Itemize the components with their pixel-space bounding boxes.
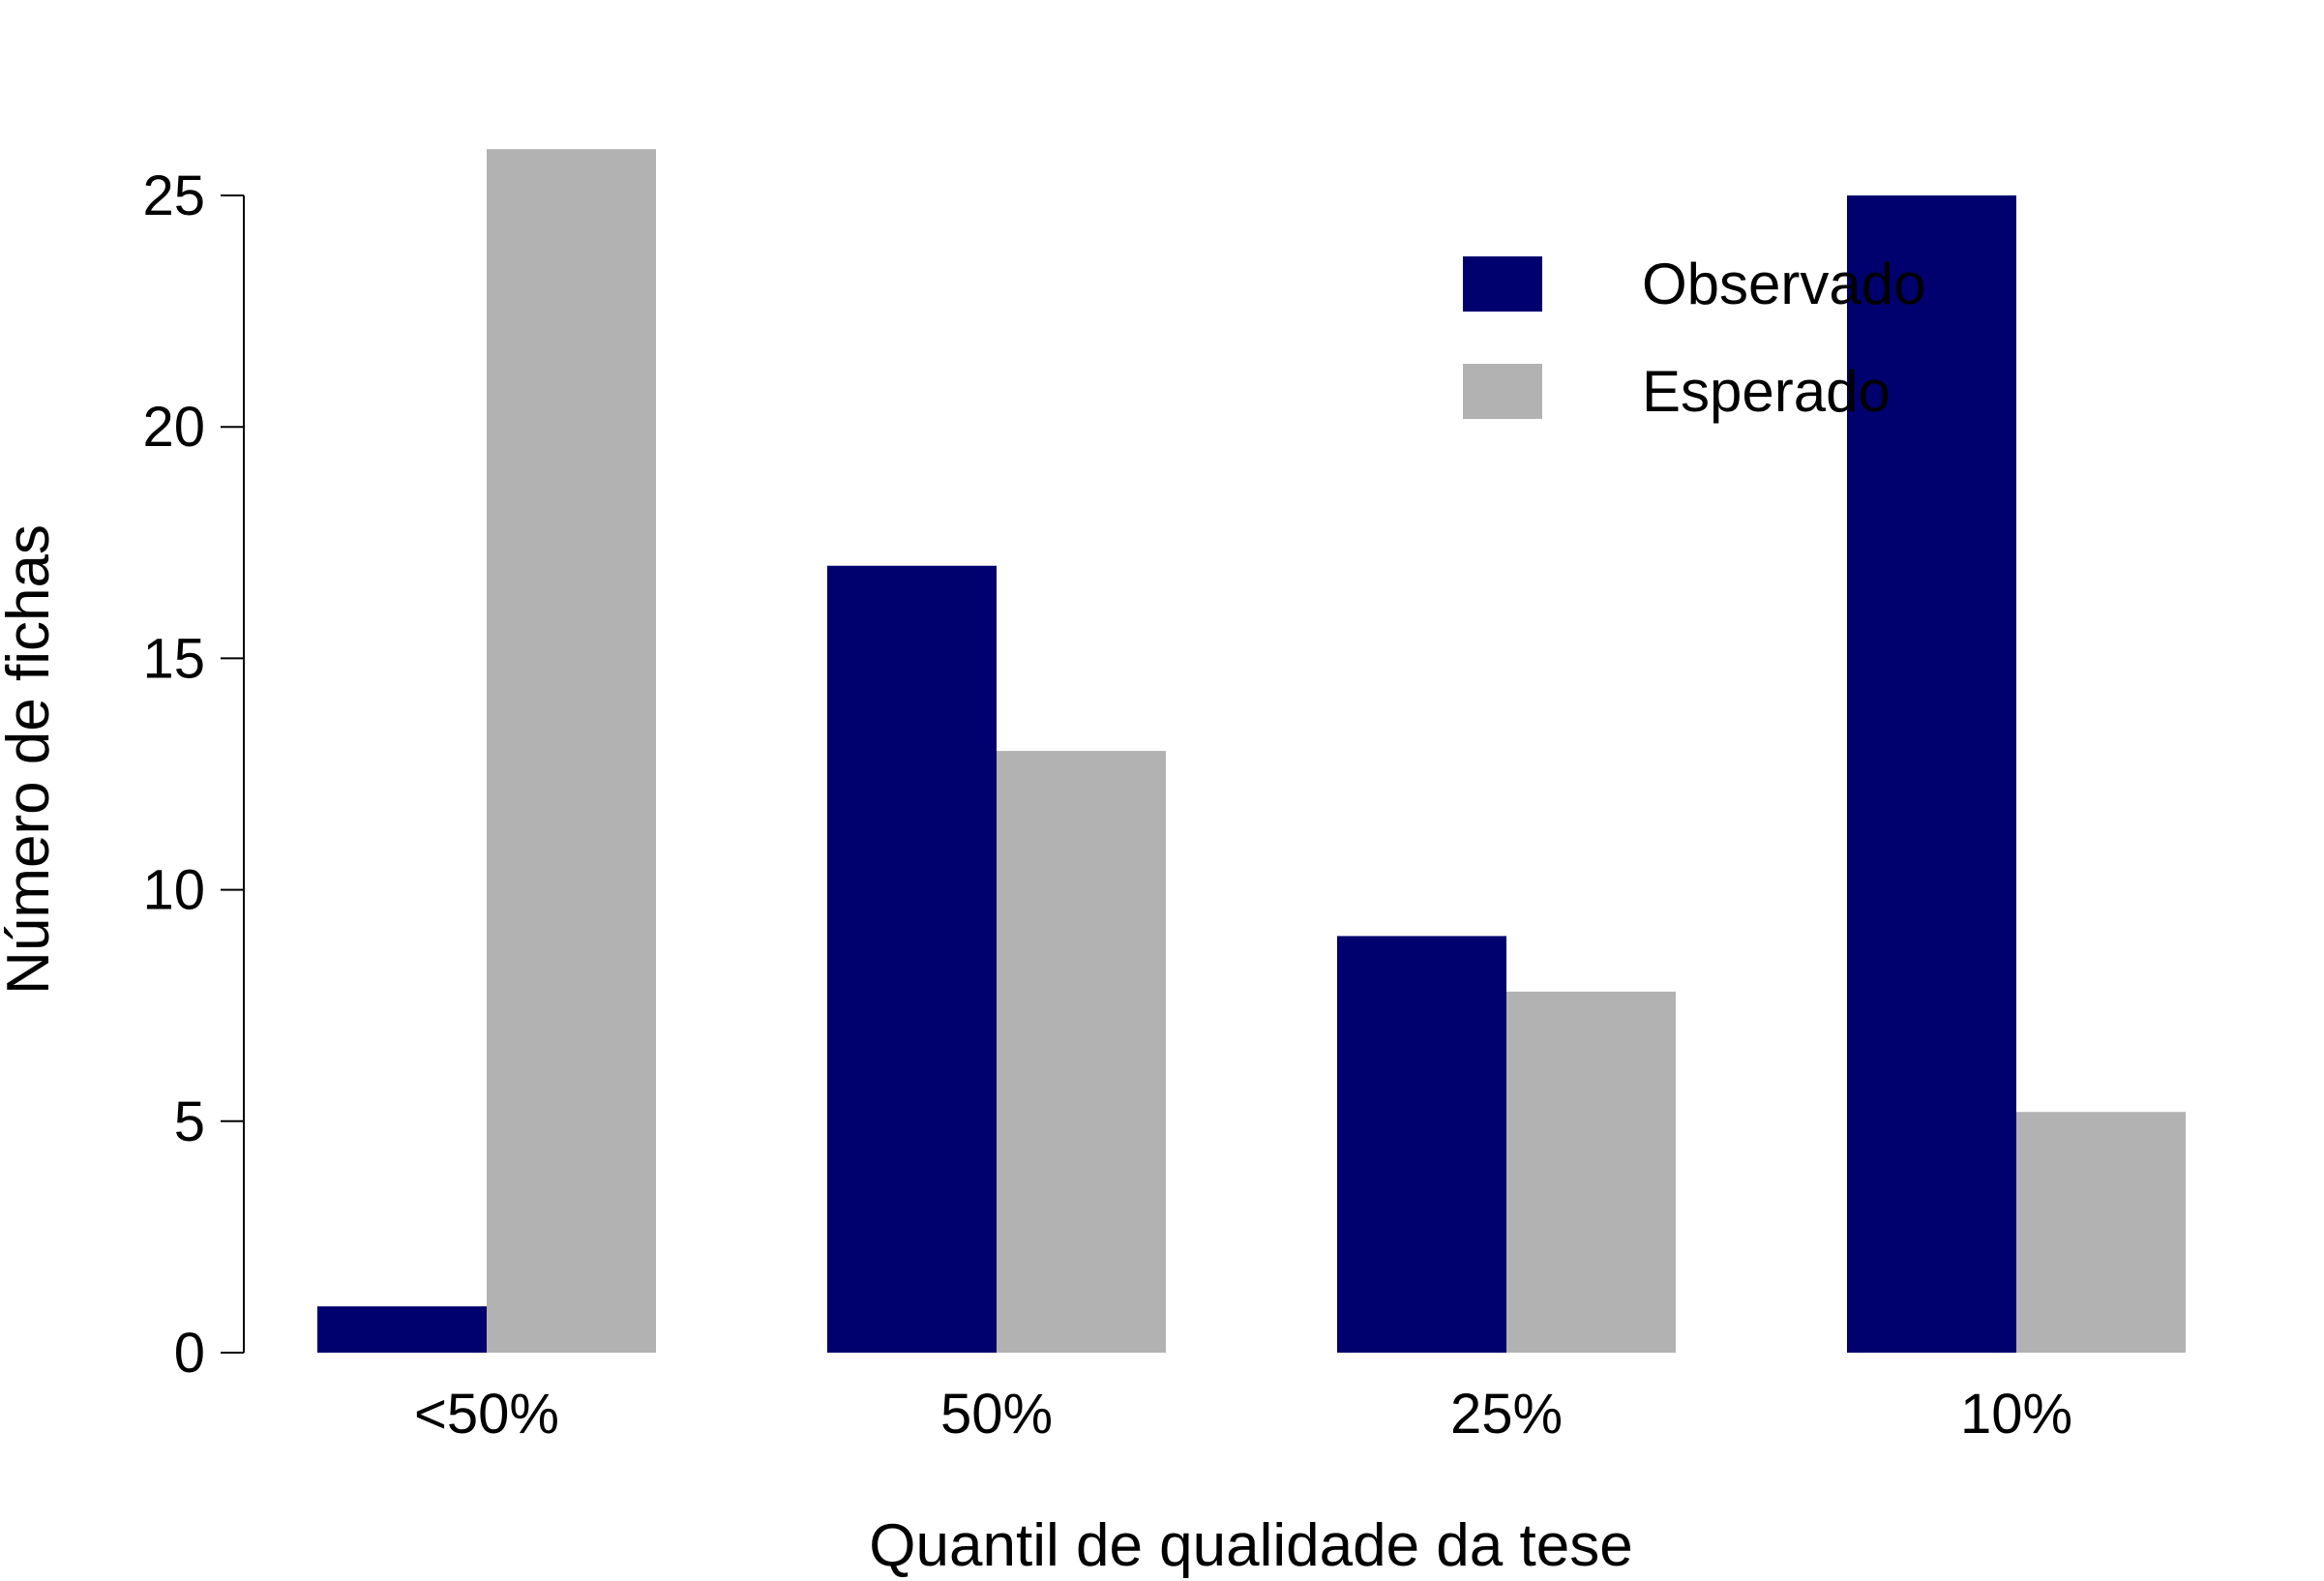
bars-group	[317, 149, 2186, 1353]
x-tick-label-2: 25%	[1450, 1383, 1563, 1446]
legend-label-observado: Observado	[1642, 252, 1926, 316]
bar-observado-0	[317, 1306, 487, 1353]
legend-swatch-observado	[1463, 256, 1542, 312]
bar-observado-1	[827, 565, 997, 1353]
y-tick-label-5: 25	[142, 164, 205, 227]
bar-esperado-0	[487, 149, 656, 1353]
y-axis-title: Número de fichas	[0, 524, 62, 995]
y-tick-label-0: 0	[174, 1322, 205, 1385]
bar-observado-2	[1337, 936, 1506, 1353]
x-axis-title: Quantil de qualidade da tese	[869, 1512, 1632, 1579]
x-tick-label-1: 50%	[940, 1383, 1053, 1446]
x-tick-label-0: <50%	[414, 1383, 559, 1446]
legend: Observado Esperado	[1463, 252, 1926, 424]
x-tick-labels: <50% 50% 25% 10%	[414, 1383, 2072, 1446]
x-tick-label-3: 10%	[1960, 1383, 2072, 1446]
bar-esperado-3	[2016, 1112, 2186, 1353]
y-tick-label-4: 20	[142, 396, 205, 459]
bar-esperado-2	[1506, 991, 1676, 1353]
y-tick-label-1: 5	[174, 1090, 205, 1153]
y-tick-label-2: 10	[142, 859, 205, 922]
legend-label-esperado: Esperado	[1642, 359, 1891, 424]
bar-esperado-1	[997, 751, 1166, 1353]
legend-swatch-esperado	[1463, 364, 1542, 419]
y-tick-label-3: 15	[142, 627, 205, 690]
y-axis: 0 5 10 15 20 25	[142, 164, 245, 1385]
bar-observado-3	[1847, 195, 2016, 1353]
